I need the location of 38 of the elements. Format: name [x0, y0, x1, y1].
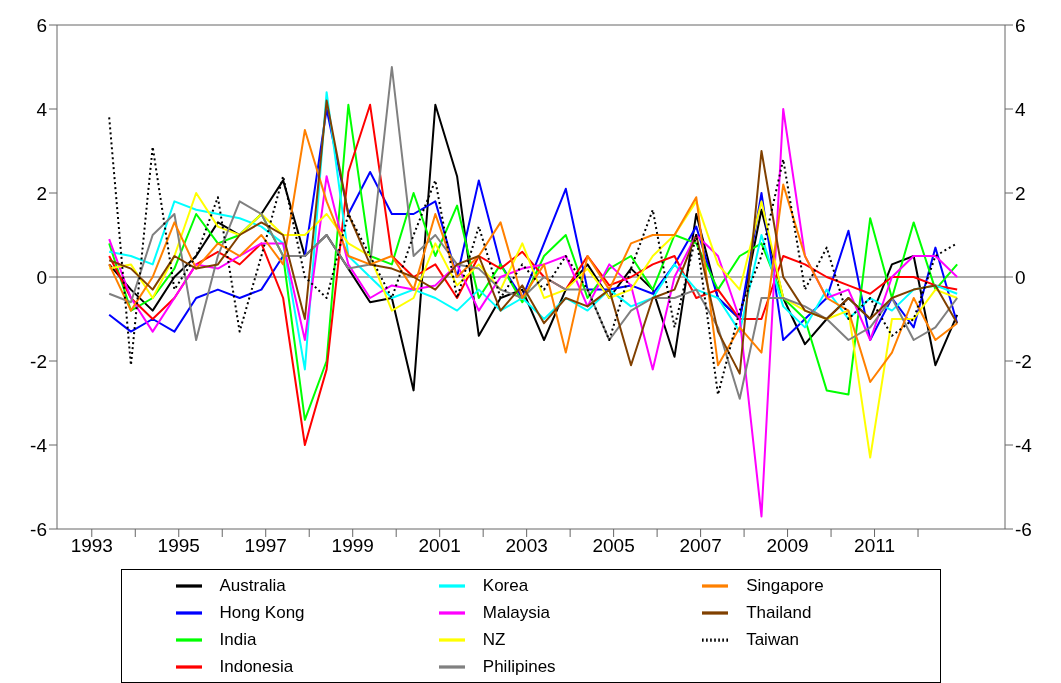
x-tick-label: 2003 — [505, 535, 548, 557]
x-tick-label: 2009 — [766, 535, 809, 557]
y-tick-label: 0 — [36, 266, 47, 288]
legend-label: Singapore — [746, 575, 824, 595]
x-tick-label: 1999 — [331, 535, 374, 557]
y2-tick-label: 0 — [1015, 266, 1026, 288]
y2-tick-label: 2 — [1015, 182, 1026, 204]
x-tick-label: 1995 — [157, 535, 200, 557]
line-series — [108, 192, 959, 459]
legend-label: Australia — [219, 575, 286, 595]
legend-label: Korea — [482, 575, 529, 595]
y-tick-label: 6 — [36, 14, 47, 36]
y2-tick-label: -4 — [1015, 434, 1033, 456]
legend-label: Malaysia — [482, 602, 550, 622]
legend-label: Taiwan — [746, 629, 800, 649]
legend-label: Philipines — [482, 656, 556, 676]
x-tick-label: 2007 — [679, 535, 722, 557]
x-tick-label: 1997 — [244, 535, 287, 557]
legend-label: NZ — [482, 629, 506, 649]
x-tick-label: 2001 — [418, 535, 461, 557]
line-series — [108, 108, 959, 518]
y2-tick-label: -6 — [1015, 518, 1032, 540]
x-tick-label: 2011 — [854, 535, 895, 557]
line-series — [108, 108, 959, 341]
y2-tick-label: -2 — [1015, 350, 1032, 372]
legend-label: Hong Kong — [219, 602, 305, 622]
y-tick-label: 2 — [36, 182, 47, 204]
y-tick-label: -4 — [30, 434, 48, 456]
y2-tick-label: 4 — [1015, 98, 1026, 120]
x-tick-label: 1993 — [70, 535, 113, 557]
legend-label: Thailand — [746, 602, 812, 622]
y-tick-label: 4 — [36, 98, 48, 120]
legend-label: Indonesia — [219, 656, 294, 676]
y-tick-label: -6 — [30, 518, 47, 540]
x-tick-label: 2005 — [592, 535, 635, 557]
legend-label: India — [219, 629, 257, 649]
y-tick-label: -2 — [30, 350, 47, 372]
y2-tick-label: 6 — [1015, 14, 1026, 36]
